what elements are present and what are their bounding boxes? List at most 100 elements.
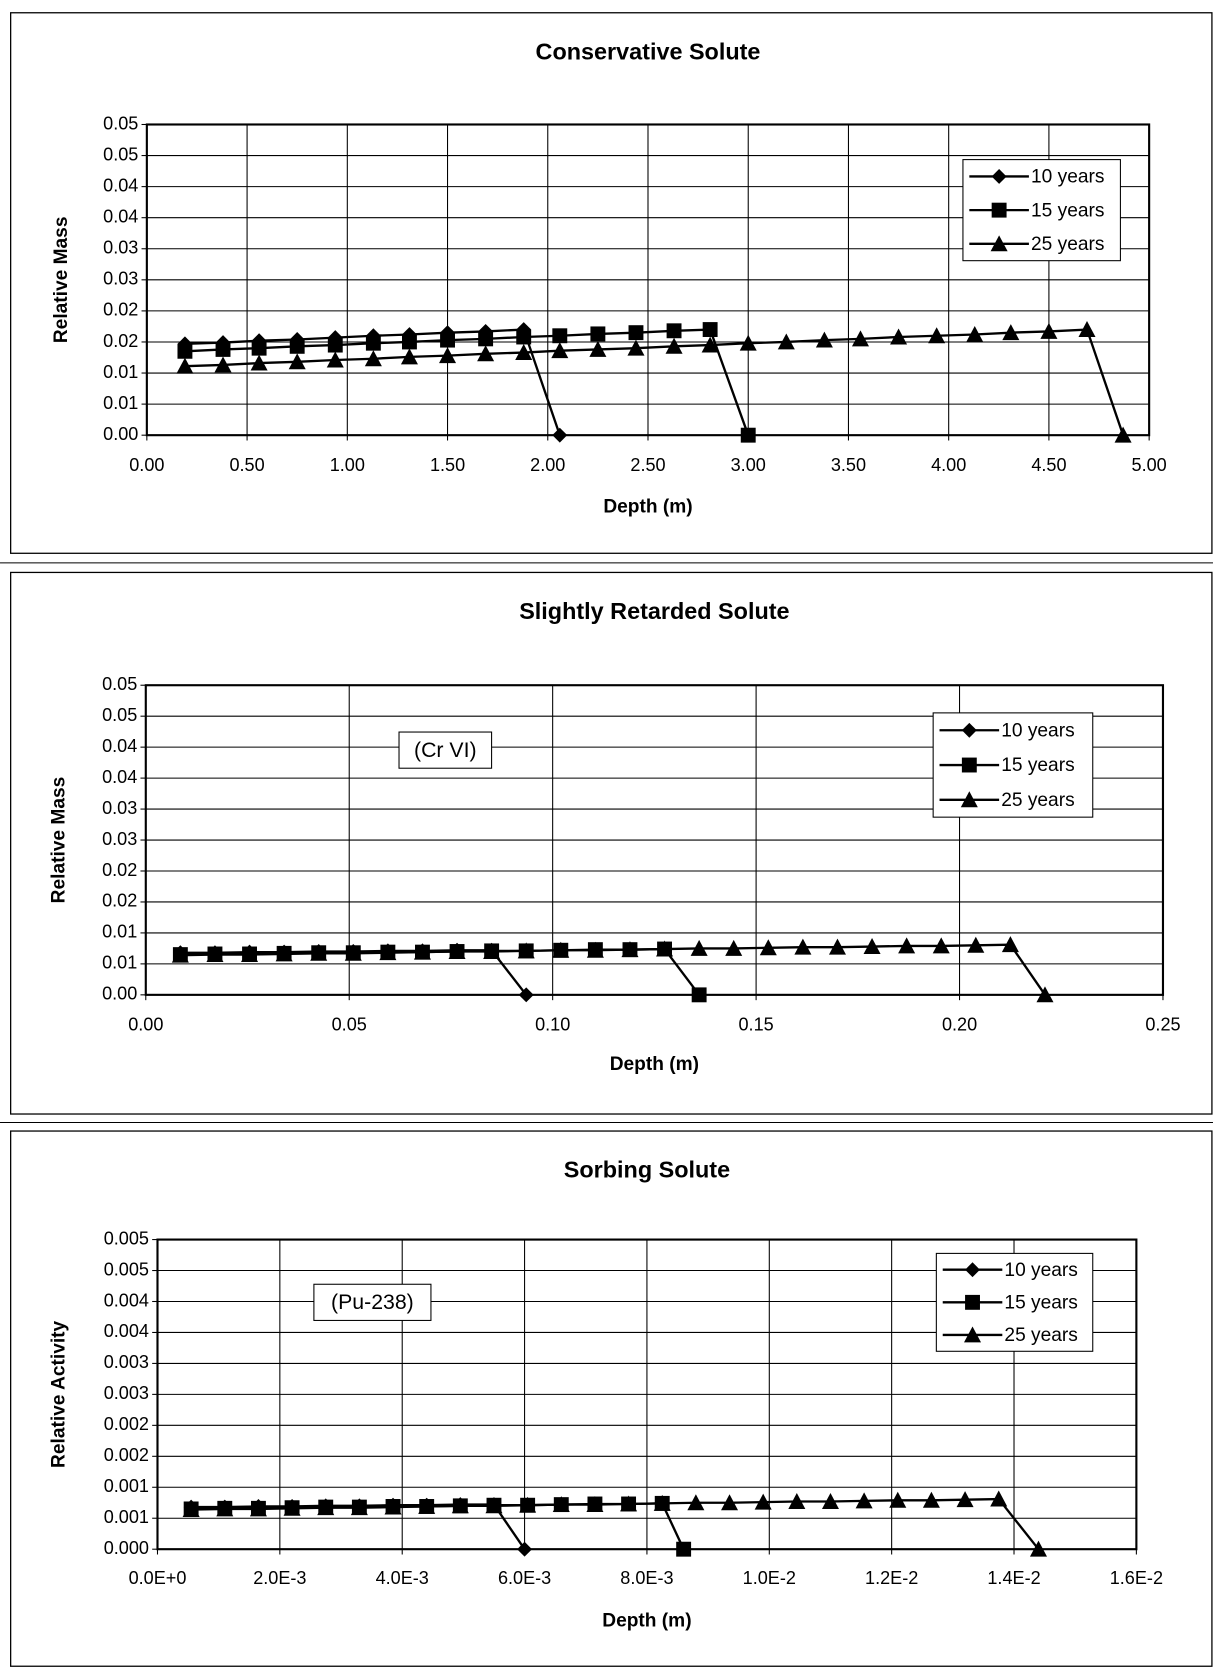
marker	[478, 331, 494, 347]
y-tick-label: 0.03	[102, 829, 137, 849]
marker	[653, 1494, 671, 1511]
x-axis-label: Depth (m)	[602, 1611, 691, 1632]
y-tick-label: 0.01	[103, 362, 138, 382]
marker	[517, 942, 535, 959]
y-tick-label: 0.01	[102, 953, 137, 973]
x-tick-label: 2.00	[530, 455, 565, 475]
x-tick-label: 0.25	[1145, 1014, 1180, 1034]
marker	[777, 333, 795, 350]
marker	[483, 942, 501, 959]
y-tick-label: 0.04	[102, 736, 137, 756]
marker	[1001, 936, 1019, 953]
marker	[365, 335, 381, 351]
y-tick-label: 0.01	[103, 393, 138, 413]
legend-marker	[990, 235, 1008, 252]
x-tick-label: 1.50	[430, 455, 465, 475]
marker	[1029, 1540, 1047, 1557]
annotation-box	[398, 731, 493, 769]
marker	[350, 1499, 368, 1516]
marker	[922, 1491, 940, 1508]
marker	[364, 350, 382, 367]
legend-marker	[960, 791, 978, 808]
x-tick-label: 1.2E-2	[865, 1568, 918, 1588]
x-tick-label: 0.20	[942, 1014, 977, 1034]
x-tick-label: 6.0E-3	[498, 1568, 551, 1588]
plot-border	[156, 1238, 1138, 1551]
marker	[413, 943, 431, 960]
marker	[702, 322, 718, 337]
marker	[956, 1491, 974, 1508]
marker	[656, 940, 674, 957]
marker	[310, 944, 328, 961]
x-tick-label: 3.50	[831, 455, 866, 475]
y-tick-label: 0.02	[102, 891, 137, 911]
y-tick-label: 0.003	[104, 1352, 149, 1372]
marker	[1002, 324, 1020, 341]
marker	[851, 330, 869, 347]
marker	[788, 1492, 806, 1509]
marker	[628, 325, 644, 341]
plot-border	[145, 123, 1151, 437]
y-tick-label: 0.005	[104, 1228, 149, 1248]
x-axis-label: Depth (m)	[610, 1054, 699, 1075]
x-tick-label: 8.0E-3	[620, 1568, 673, 1588]
x-tick-label: 1.4E-2	[987, 1568, 1040, 1588]
marker	[863, 938, 881, 954]
x-tick-label: 0.10	[535, 1014, 570, 1034]
x-axis-label: Depth (m)	[603, 497, 692, 518]
legend-label: 25 years	[1004, 1325, 1077, 1346]
legend-label: 15 years	[1001, 755, 1074, 776]
x-tick-label: 4.0E-3	[376, 1568, 429, 1588]
marker	[967, 936, 985, 953]
legend-marker	[965, 1294, 980, 1310]
legend-label: 25 years	[1001, 790, 1074, 811]
marker	[379, 944, 397, 961]
y-tick-label: 0.03	[102, 798, 137, 818]
marker	[759, 939, 777, 956]
x-tick-label: 0.50	[229, 455, 264, 475]
y-tick-label: 0.05	[103, 144, 138, 164]
marker	[552, 427, 568, 443]
marker	[740, 427, 756, 443]
marker	[821, 1492, 839, 1509]
marker	[701, 336, 719, 353]
marker	[418, 1497, 436, 1514]
marker	[691, 987, 707, 1003]
series-line	[180, 943, 1046, 996]
marker	[519, 1496, 537, 1513]
y-tick-label: 0.02	[103, 300, 138, 320]
marker	[1078, 321, 1096, 337]
y-axis-label: Relative Mass	[49, 777, 70, 904]
marker	[794, 938, 812, 955]
marker	[402, 334, 417, 350]
marker	[721, 1494, 739, 1511]
marker	[739, 334, 757, 351]
legend-label: 15 years	[1004, 1292, 1077, 1313]
marker	[326, 351, 344, 368]
marker	[448, 942, 466, 959]
marker	[171, 946, 189, 963]
marker	[990, 1490, 1008, 1507]
marker	[327, 337, 343, 353]
marker	[275, 945, 293, 962]
marker	[283, 1499, 301, 1516]
marker	[214, 356, 232, 373]
marker	[516, 329, 532, 345]
plot-border	[144, 684, 1165, 996]
y-tick-label: 0.001	[104, 1476, 149, 1496]
legend-label: 10 years	[1001, 720, 1074, 741]
marker	[206, 946, 224, 963]
legend-label: 15 years	[1031, 200, 1104, 221]
marker	[176, 357, 194, 374]
marker	[400, 348, 418, 365]
marker	[439, 347, 457, 364]
legend-marker	[965, 1262, 980, 1278]
marker	[552, 941, 570, 958]
marker	[515, 344, 533, 360]
marker	[815, 331, 833, 348]
legend-marker	[991, 168, 1007, 184]
marker	[687, 1494, 705, 1511]
marker	[518, 987, 534, 1003]
marker	[551, 342, 569, 359]
y-tick-label: 0.05	[102, 674, 137, 694]
